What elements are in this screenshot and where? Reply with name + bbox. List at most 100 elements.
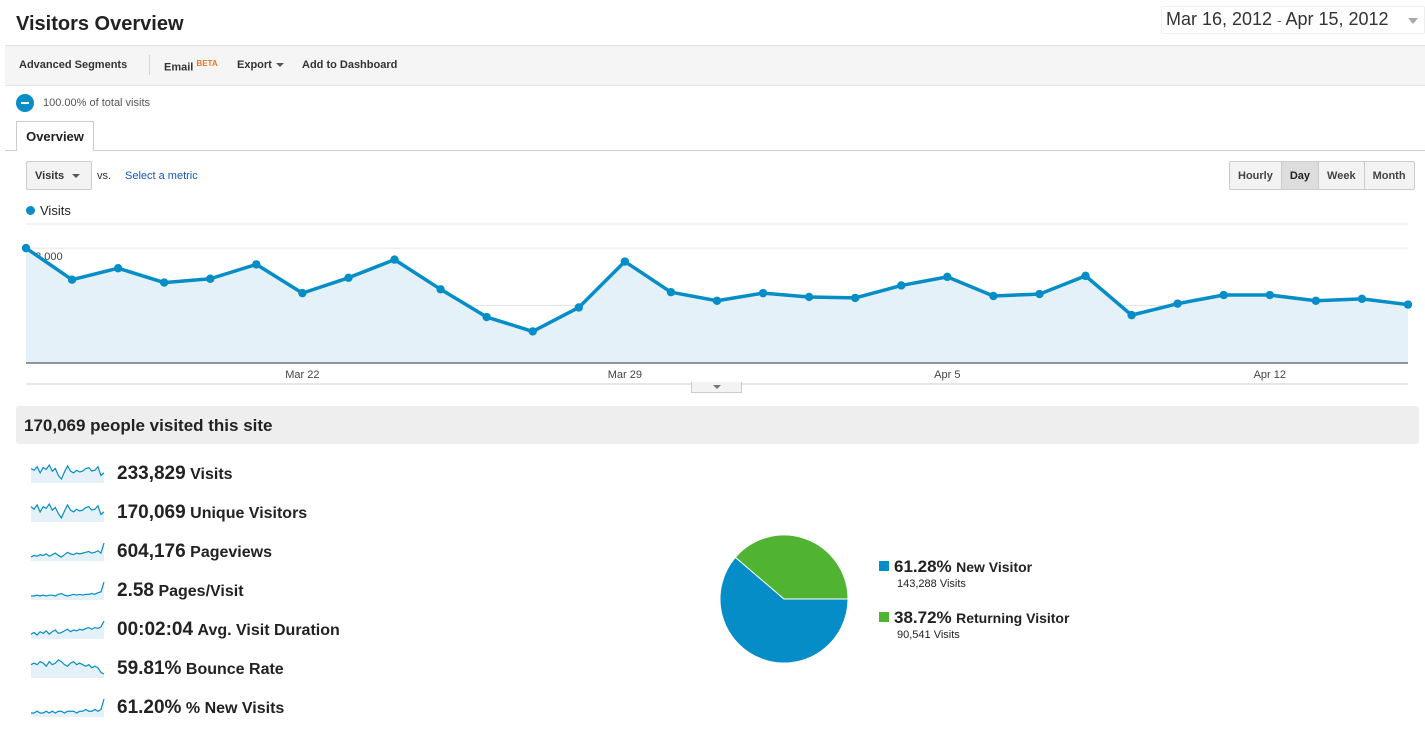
stat-value: 61.20% xyxy=(117,697,182,718)
stat-row: 59.81% Bounce Rate xyxy=(30,655,450,681)
pie-segment-name: Returning Visitor xyxy=(956,610,1070,626)
vs-label: vs. xyxy=(97,170,112,182)
data-point[interactable] xyxy=(113,264,123,273)
stat-text: 59.81% Bounce Rate xyxy=(117,658,284,680)
metric-dropdown[interactable]: Visits xyxy=(26,161,92,190)
data-point[interactable] xyxy=(206,274,215,283)
stat-value: 00:02:04 xyxy=(117,619,194,640)
data-point[interactable] xyxy=(620,257,630,266)
data-point[interactable] xyxy=(851,293,860,303)
page-title: Visitors Overview xyxy=(16,13,184,35)
select-metric-link[interactable]: Select a metric xyxy=(125,170,198,182)
data-point[interactable] xyxy=(574,303,583,312)
report-toolbar: Advanced Segments Email BETA Export Add … xyxy=(5,45,1425,86)
sparkline[interactable] xyxy=(30,616,106,640)
data-point[interactable] xyxy=(160,278,169,287)
summary-header: 170,069 people visited this site xyxy=(16,406,1419,444)
visitor-type-pie-chart[interactable] xyxy=(718,533,850,665)
data-point[interactable] xyxy=(436,285,445,294)
data-point[interactable] xyxy=(390,255,399,264)
stat-label: Pageviews xyxy=(190,544,272,561)
stat-row: 170,069 Unique Visitors xyxy=(30,499,450,525)
pie-slice[interactable] xyxy=(734,534,849,600)
data-point[interactable] xyxy=(344,273,353,283)
granularity-month-button[interactable]: Month xyxy=(1363,162,1414,189)
stat-text: 233,829 Visits xyxy=(117,463,233,485)
data-point[interactable] xyxy=(252,260,261,269)
data-point[interactable] xyxy=(1265,290,1275,300)
chart-collapse-handle[interactable] xyxy=(691,382,742,393)
pie-slice[interactable] xyxy=(719,556,849,664)
email-label: Email xyxy=(164,61,194,74)
sparkline[interactable] xyxy=(30,577,106,601)
email-button[interactable]: Email BETA xyxy=(164,59,218,74)
add-to-dashboard-button[interactable]: Add to Dashboard xyxy=(302,59,397,71)
data-point[interactable] xyxy=(943,272,952,282)
data-point[interactable] xyxy=(712,296,722,305)
sparkline-line xyxy=(30,502,105,520)
data-point[interactable] xyxy=(67,275,77,284)
summary-title: 170,069 people visited this site xyxy=(24,416,273,435)
stat-row: 604,176 Pageviews xyxy=(30,538,450,564)
pie-percent: 61.28% xyxy=(894,557,952,576)
data-point[interactable] xyxy=(1035,289,1044,299)
stat-row: 61.20% % New Visits xyxy=(30,694,450,720)
sparkline[interactable] xyxy=(30,460,106,484)
data-point[interactable] xyxy=(897,281,906,290)
data-point[interactable] xyxy=(528,327,537,336)
stat-row: 2.58 Pages/Visit xyxy=(30,577,450,603)
granularity-selector: Hourly Day Week Month xyxy=(1229,161,1415,190)
data-point[interactable] xyxy=(1081,271,1090,281)
legend-swatch xyxy=(879,561,889,571)
chevron-down-icon xyxy=(275,63,284,68)
data-point[interactable] xyxy=(989,291,998,301)
data-point[interactable] xyxy=(298,288,307,298)
data-point[interactable] xyxy=(21,243,31,253)
pie-visits-count: 143,288 Visits xyxy=(897,578,966,590)
sparkline[interactable] xyxy=(30,499,106,523)
stat-text: 00:02:04 Avg. Visit Duration xyxy=(117,619,340,641)
stat-value: 2.58 xyxy=(117,580,154,601)
sparkline[interactable] xyxy=(30,694,106,718)
legend-marker xyxy=(26,206,35,215)
stat-value: 170,069 xyxy=(117,502,186,523)
x-tick-label: Mar 29 xyxy=(608,369,642,381)
legend-series-name: Visits xyxy=(40,203,71,218)
granularity-week-button[interactable]: Week xyxy=(1318,162,1364,189)
tab-overview[interactable]: Overview xyxy=(16,121,94,151)
pie-percent: 38.72% xyxy=(894,608,952,627)
data-point[interactable] xyxy=(666,287,676,297)
granularity-day-button[interactable]: Day xyxy=(1280,162,1319,189)
granularity-hourly-button[interactable]: Hourly xyxy=(1238,170,1273,182)
sparkline[interactable] xyxy=(30,655,106,679)
legend-swatch xyxy=(879,612,889,622)
date-range-picker[interactable]: Mar 16, 2012 - Apr 15, 2012 xyxy=(1161,6,1425,34)
data-point[interactable] xyxy=(758,288,768,298)
sparkline[interactable] xyxy=(30,538,106,562)
stat-text: 170,069 Unique Visitors xyxy=(117,502,307,524)
stat-text: 61.20% % New Visits xyxy=(117,697,284,719)
advanced-segments-button[interactable]: Advanced Segments xyxy=(19,59,127,71)
sparkline-fill xyxy=(31,465,104,483)
data-point[interactable] xyxy=(482,312,491,322)
export-button[interactable]: Export xyxy=(237,59,284,71)
segment-icon xyxy=(16,94,34,112)
data-point[interactable] xyxy=(1311,296,1321,305)
date-start: Mar 16, 2012 xyxy=(1166,9,1273,29)
data-point[interactable] xyxy=(804,292,814,302)
pie-segment-name: New Visitor xyxy=(956,559,1033,575)
sparkline-line xyxy=(30,542,105,558)
data-point[interactable] xyxy=(1219,290,1228,300)
pie-legend-text: 61.28% New Visitor xyxy=(894,557,1032,577)
data-point[interactable] xyxy=(1173,299,1182,308)
data-point[interactable] xyxy=(1127,310,1136,320)
stat-label: Visits xyxy=(190,466,233,483)
pie-visits-count: 90,541 Visits xyxy=(897,629,960,641)
data-point[interactable] xyxy=(1357,294,1367,304)
stat-value: 233,829 xyxy=(117,463,186,484)
x-tick-label: Apr 12 xyxy=(1254,369,1286,381)
stat-text: 604,176 Pageviews xyxy=(117,541,272,563)
data-point[interactable] xyxy=(1403,300,1413,309)
stat-row: 233,829 Visits xyxy=(30,460,450,486)
